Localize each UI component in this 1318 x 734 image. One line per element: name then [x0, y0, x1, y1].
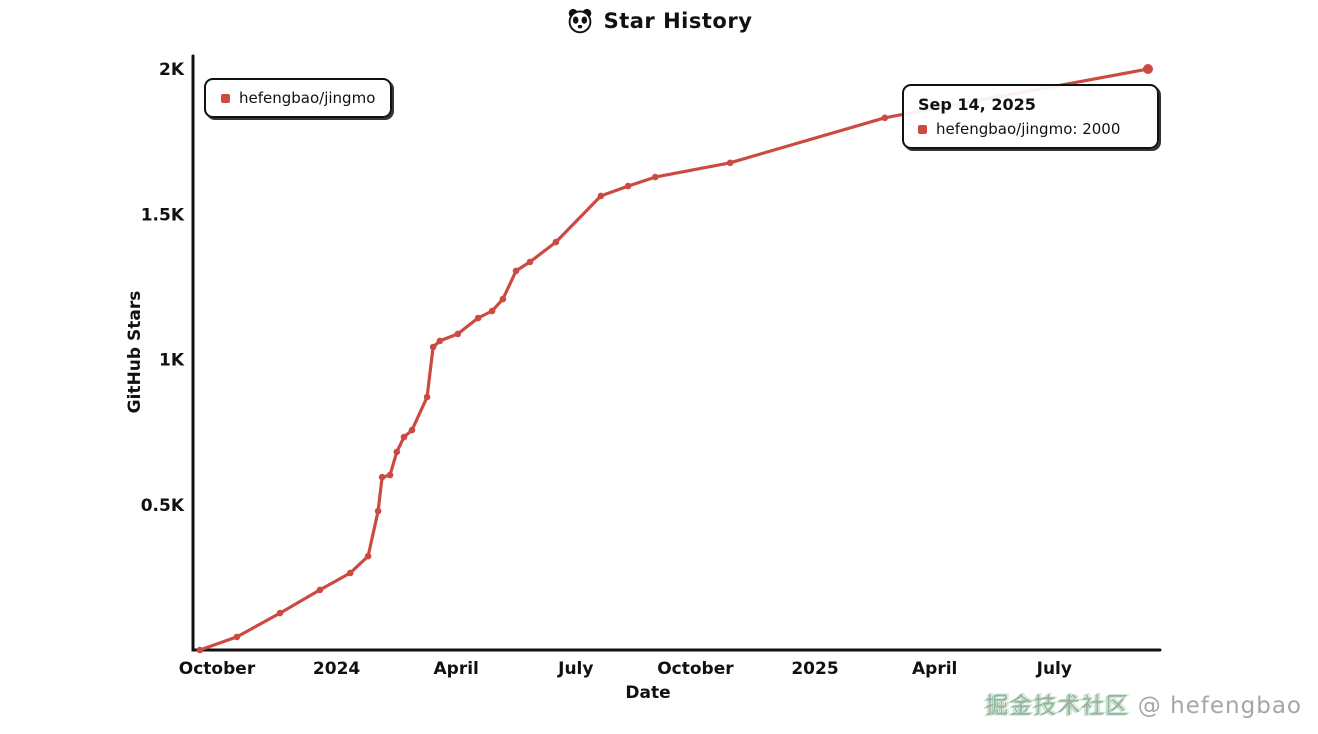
- axes: [191, 54, 1162, 652]
- data-point[interactable]: [408, 426, 416, 434]
- y-tick-label: 2K: [159, 60, 185, 80]
- data-point[interactable]: [400, 433, 408, 441]
- watermark-cn: 掘金技术社区: [985, 693, 1130, 719]
- tooltip-date: Sep 14, 2025: [918, 95, 1036, 114]
- data-point[interactable]: [423, 393, 431, 401]
- legend-swatch: [221, 93, 230, 103]
- data-point[interactable]: [624, 182, 632, 190]
- data-point[interactable]: [499, 295, 507, 303]
- x-tick-label: 2024: [313, 659, 360, 679]
- series-line[interactable]: [198, 67, 1150, 652]
- tooltip-series-label: hefengbao/jingmo: 2000: [936, 120, 1120, 138]
- data-point[interactable]: [436, 337, 444, 345]
- data-point[interactable]: [364, 552, 372, 560]
- data-point[interactable]: [316, 586, 324, 594]
- x-tick-label: 2025: [791, 659, 838, 679]
- data-point[interactable]: [512, 267, 520, 275]
- data-point[interactable]: [597, 192, 605, 200]
- chart-header: Star History: [0, 8, 1318, 34]
- data-point[interactable]: [552, 238, 560, 246]
- panda-icon: [568, 8, 591, 34]
- x-tick-label: October: [179, 659, 256, 679]
- data-point[interactable]: [651, 173, 659, 181]
- data-point[interactable]: [374, 507, 382, 515]
- y-tick-label: 1K: [159, 351, 185, 371]
- data-point[interactable]: [726, 159, 734, 167]
- data-point[interactable]: [378, 473, 386, 481]
- x-axis-title: Date: [625, 683, 670, 703]
- data-point[interactable]: [393, 448, 401, 456]
- data-point[interactable]: [488, 307, 496, 315]
- x-tick-label: April: [912, 659, 957, 679]
- data-point[interactable]: [276, 609, 284, 617]
- tooltip-swatch: [918, 124, 927, 134]
- watermark-handle: @ hefengbao: [1129, 693, 1302, 719]
- tooltip-value: 2000: [1082, 120, 1121, 138]
- data-point[interactable]: [526, 258, 534, 266]
- x-tick-label: July: [557, 659, 593, 679]
- tooltip-repo: hefengbao/jingmo: [936, 120, 1073, 138]
- data-point[interactable]: [474, 314, 482, 322]
- y-tick-label: 1.5K: [141, 205, 185, 225]
- y-axis-title: GitHub Stars: [125, 291, 145, 414]
- data-point[interactable]: [346, 569, 354, 577]
- tooltip-sep: :: [1072, 120, 1083, 138]
- data-point[interactable]: [454, 330, 462, 338]
- page-title: Star History: [603, 9, 753, 33]
- watermark: 掘金技术社区 @ hefengbao: [985, 686, 1302, 720]
- y-tick-label: 0.5K: [141, 496, 185, 516]
- x-tick-label: April: [434, 659, 479, 679]
- data-point[interactable]: [1143, 64, 1153, 74]
- tooltip-series-row: hefengbao/jingmo: 2000: [918, 120, 1143, 138]
- tooltip: Sep 14, 2025 hefengbao/jingmo: 2000: [902, 84, 1159, 149]
- legend-label: hefengbao/jingmo: [239, 89, 376, 107]
- legend[interactable]: hefengbao/jingmo: [204, 78, 393, 118]
- data-point[interactable]: [233, 633, 241, 641]
- x-tick-label: October: [657, 659, 734, 679]
- data-point[interactable]: [429, 343, 437, 351]
- data-point[interactable]: [196, 646, 204, 654]
- data-point[interactable]: [386, 471, 394, 479]
- data-point[interactable]: [881, 114, 889, 122]
- x-tick-label: July: [1036, 659, 1072, 679]
